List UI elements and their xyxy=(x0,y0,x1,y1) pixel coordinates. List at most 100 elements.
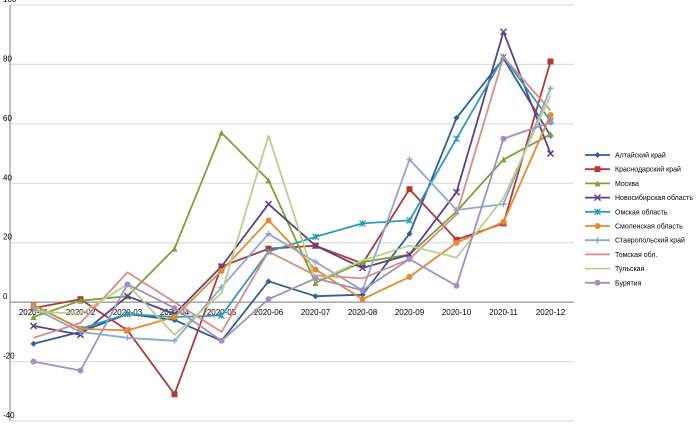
series-line xyxy=(33,30,552,336)
series-1 xyxy=(30,55,554,347)
legend-label: Новосибирская область xyxy=(615,194,693,202)
data-point xyxy=(312,233,319,241)
legend-item: Новосибирская область xyxy=(585,194,693,202)
data-point xyxy=(594,223,601,229)
data-point xyxy=(30,340,37,347)
data-point xyxy=(312,293,319,300)
data-point xyxy=(218,337,225,344)
data-point xyxy=(312,279,319,286)
data-point xyxy=(312,266,319,273)
data-point xyxy=(594,152,601,158)
data-point xyxy=(124,327,131,334)
series-10 xyxy=(30,119,554,374)
legend-item: Бурятия xyxy=(585,279,642,287)
x-tick-label: 2020-09 xyxy=(395,308,425,317)
data-point xyxy=(265,296,272,303)
data-point xyxy=(547,111,554,118)
legend-label: Томская обл. xyxy=(615,251,657,259)
data-point xyxy=(265,177,272,184)
data-point xyxy=(547,85,554,92)
data-point xyxy=(265,217,272,224)
data-point xyxy=(500,201,507,208)
series-line xyxy=(33,57,552,345)
data-point xyxy=(265,278,272,285)
data-point xyxy=(359,259,366,266)
data-point xyxy=(452,188,461,196)
series-line xyxy=(33,95,552,336)
data-point xyxy=(500,135,507,142)
data-point xyxy=(453,239,460,246)
data-point xyxy=(124,281,131,288)
data-point xyxy=(547,131,554,138)
series-7 xyxy=(30,85,554,344)
legend-item: Краснодарский край xyxy=(585,166,681,174)
series-8 xyxy=(33,56,552,339)
data-point xyxy=(593,194,602,202)
legend: Алтайский край Краснодарский край Москва Но… xyxy=(585,152,693,287)
data-point xyxy=(359,296,366,303)
data-point xyxy=(30,305,37,312)
y-tick-label: -20 xyxy=(3,352,15,361)
series-line xyxy=(33,121,551,372)
x-tick-label: 2020-11 xyxy=(489,308,518,317)
data-point xyxy=(500,156,507,163)
data-point xyxy=(594,180,601,187)
data-point xyxy=(124,310,131,318)
data-point xyxy=(453,282,460,289)
y-tick-label: 80 xyxy=(3,54,12,63)
data-point xyxy=(359,287,366,294)
data-point xyxy=(546,150,555,158)
data-point xyxy=(499,28,508,36)
data-point xyxy=(358,264,367,272)
y-tick-label: 100 xyxy=(3,0,17,4)
data-point xyxy=(171,337,178,344)
data-point xyxy=(77,367,84,374)
data-point xyxy=(77,297,84,304)
series-lines xyxy=(29,28,555,398)
x-tick-label: 2020-06 xyxy=(254,308,284,317)
x-tick-label: 2020-08 xyxy=(348,308,378,317)
legend-label: Омская область xyxy=(615,208,668,216)
data-point xyxy=(594,208,601,216)
series-line xyxy=(33,87,552,342)
axes xyxy=(9,5,574,421)
data-point xyxy=(359,291,366,298)
legend-label: Бурятия xyxy=(615,280,642,287)
legend-item: Омская область xyxy=(585,208,668,216)
x-tick-label: 2020-02 xyxy=(66,308,96,317)
data-point xyxy=(406,216,413,224)
data-point xyxy=(311,242,320,250)
data-point xyxy=(124,334,131,341)
x-tick-label: 2020-10 xyxy=(442,308,472,317)
y-tick-label: 20 xyxy=(3,233,12,242)
legend-label: Алтайский край xyxy=(615,152,666,160)
data-point xyxy=(406,230,413,237)
data-point xyxy=(594,166,601,173)
data-point xyxy=(547,119,554,126)
data-point xyxy=(218,312,225,319)
x-tick-label: 2020-07 xyxy=(301,308,331,317)
data-point xyxy=(264,200,273,208)
x-tick-label: 2020-12 xyxy=(536,308,566,317)
legend-label: Краснодарский край xyxy=(615,166,681,174)
data-point xyxy=(218,129,225,136)
data-point xyxy=(453,135,460,143)
legend-item: Алтайский край xyxy=(585,152,666,160)
data-point xyxy=(312,259,319,266)
data-point xyxy=(500,218,507,225)
data-point xyxy=(594,279,601,286)
data-point xyxy=(594,237,601,244)
data-point xyxy=(406,256,413,263)
data-point xyxy=(359,219,366,227)
data-point xyxy=(171,391,178,398)
series-9 xyxy=(33,95,552,336)
data-point xyxy=(218,267,225,274)
data-point xyxy=(453,114,460,121)
y-tick-label: 0 xyxy=(3,292,8,301)
y-tick-label: -40 xyxy=(3,411,15,420)
data-point xyxy=(547,58,554,65)
data-point xyxy=(30,358,37,365)
data-point xyxy=(171,314,178,320)
y-tick-labels: -40 -20 0 20 40 60 80 100 xyxy=(3,0,17,420)
legend-item: Ставропольский край xyxy=(585,237,685,245)
